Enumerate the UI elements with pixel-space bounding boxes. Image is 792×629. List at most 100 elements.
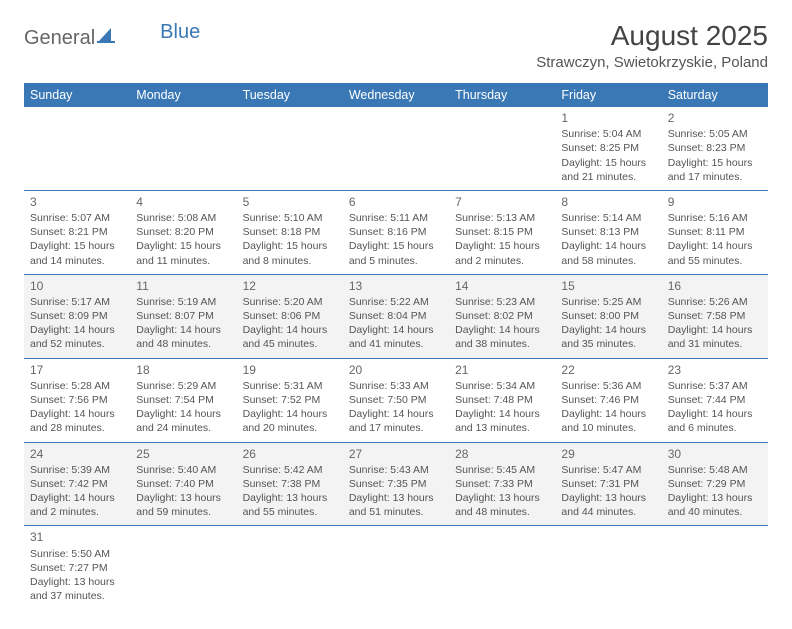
day-number: 21 — [455, 362, 549, 378]
sunset-text: Sunset: 7:44 PM — [668, 393, 762, 407]
calendar-cell — [555, 526, 661, 609]
daylight-text: Daylight: 14 hours — [30, 323, 124, 337]
calendar-cell — [343, 526, 449, 609]
calendar-cell: 22Sunrise: 5:36 AMSunset: 7:46 PMDayligh… — [555, 358, 661, 442]
sunrise-text: Sunrise: 5:29 AM — [136, 379, 230, 393]
daylight-text: and 58 minutes. — [561, 254, 655, 268]
sunrise-text: Sunrise: 5:47 AM — [561, 463, 655, 477]
day-number: 9 — [668, 194, 762, 210]
sunset-text: Sunset: 7:27 PM — [30, 561, 124, 575]
sunset-text: Sunset: 8:15 PM — [455, 225, 549, 239]
sunset-text: Sunset: 7:35 PM — [349, 477, 443, 491]
calendar-cell: 12Sunrise: 5:20 AMSunset: 8:06 PMDayligh… — [237, 274, 343, 358]
sunset-text: Sunset: 8:21 PM — [30, 225, 124, 239]
sunset-text: Sunset: 8:02 PM — [455, 309, 549, 323]
header: General Blue August 2025 Strawczyn, Swie… — [24, 20, 768, 71]
calendar-cell: 10Sunrise: 5:17 AMSunset: 8:09 PMDayligh… — [24, 274, 130, 358]
day-number: 13 — [349, 278, 443, 294]
daylight-text: Daylight: 13 hours — [561, 491, 655, 505]
day-number: 1 — [561, 110, 655, 126]
day-number: 6 — [349, 194, 443, 210]
page-title: August 2025 — [536, 20, 768, 52]
daylight-text: Daylight: 14 hours — [243, 323, 337, 337]
day-number: 22 — [561, 362, 655, 378]
sunrise-text: Sunrise: 5:37 AM — [668, 379, 762, 393]
calendar-cell: 6Sunrise: 5:11 AMSunset: 8:16 PMDaylight… — [343, 190, 449, 274]
page: General Blue August 2025 Strawczyn, Swie… — [0, 0, 792, 629]
logo-text-general: General — [24, 27, 95, 50]
day-number: 16 — [668, 278, 762, 294]
day-number: 11 — [136, 278, 230, 294]
sunset-text: Sunset: 8:23 PM — [668, 141, 762, 155]
calendar-cell: 13Sunrise: 5:22 AMSunset: 8:04 PMDayligh… — [343, 274, 449, 358]
title-block: August 2025 Strawczyn, Swietokrzyskie, P… — [536, 20, 768, 71]
daylight-text: and 20 minutes. — [243, 421, 337, 435]
sunrise-text: Sunrise: 5:45 AM — [455, 463, 549, 477]
calendar-week: 24Sunrise: 5:39 AMSunset: 7:42 PMDayligh… — [24, 442, 768, 526]
daylight-text: Daylight: 14 hours — [561, 239, 655, 253]
sunrise-text: Sunrise: 5:36 AM — [561, 379, 655, 393]
sunrise-text: Sunrise: 5:33 AM — [349, 379, 443, 393]
calendar-body: 1Sunrise: 5:04 AMSunset: 8:25 PMDaylight… — [24, 107, 768, 609]
daylight-text: and 13 minutes. — [455, 421, 549, 435]
sunrise-text: Sunrise: 5:16 AM — [668, 211, 762, 225]
daylight-text: and 37 minutes. — [30, 589, 124, 603]
daylight-text: and 51 minutes. — [349, 505, 443, 519]
day-number: 7 — [455, 194, 549, 210]
day-header: Saturday — [662, 83, 768, 107]
calendar-cell: 1Sunrise: 5:04 AMSunset: 8:25 PMDaylight… — [555, 107, 661, 190]
calendar-cell: 17Sunrise: 5:28 AMSunset: 7:56 PMDayligh… — [24, 358, 130, 442]
sunrise-text: Sunrise: 5:17 AM — [30, 295, 124, 309]
daylight-text: Daylight: 14 hours — [30, 407, 124, 421]
sunset-text: Sunset: 7:42 PM — [30, 477, 124, 491]
daylight-text: and 48 minutes. — [136, 337, 230, 351]
calendar-cell: 26Sunrise: 5:42 AMSunset: 7:38 PMDayligh… — [237, 442, 343, 526]
calendar-cell: 23Sunrise: 5:37 AMSunset: 7:44 PMDayligh… — [662, 358, 768, 442]
calendar-week: 17Sunrise: 5:28 AMSunset: 7:56 PMDayligh… — [24, 358, 768, 442]
calendar-cell: 27Sunrise: 5:43 AMSunset: 7:35 PMDayligh… — [343, 442, 449, 526]
day-number: 17 — [30, 362, 124, 378]
sunset-text: Sunset: 8:20 PM — [136, 225, 230, 239]
daylight-text: Daylight: 14 hours — [30, 491, 124, 505]
day-number: 24 — [30, 446, 124, 462]
daylight-text: and 44 minutes. — [561, 505, 655, 519]
daylight-text: Daylight: 14 hours — [349, 407, 443, 421]
daylight-text: Daylight: 14 hours — [349, 323, 443, 337]
calendar-cell — [237, 107, 343, 190]
sunrise-text: Sunrise: 5:31 AM — [243, 379, 337, 393]
daylight-text: Daylight: 14 hours — [455, 407, 549, 421]
daylight-text: and 40 minutes. — [668, 505, 762, 519]
calendar-cell: 18Sunrise: 5:29 AMSunset: 7:54 PMDayligh… — [130, 358, 236, 442]
calendar-cell: 15Sunrise: 5:25 AMSunset: 8:00 PMDayligh… — [555, 274, 661, 358]
sunset-text: Sunset: 8:07 PM — [136, 309, 230, 323]
day-header: Wednesday — [343, 83, 449, 107]
daylight-text: and 41 minutes. — [349, 337, 443, 351]
day-number: 4 — [136, 194, 230, 210]
calendar-cell: 2Sunrise: 5:05 AMSunset: 8:23 PMDaylight… — [662, 107, 768, 190]
sunset-text: Sunset: 8:25 PM — [561, 141, 655, 155]
calendar-cell — [24, 107, 130, 190]
sunrise-text: Sunrise: 5:50 AM — [30, 547, 124, 561]
day-header: Monday — [130, 83, 236, 107]
daylight-text: Daylight: 14 hours — [668, 323, 762, 337]
sunset-text: Sunset: 7:33 PM — [455, 477, 549, 491]
daylight-text: Daylight: 14 hours — [455, 323, 549, 337]
daylight-text: and 5 minutes. — [349, 254, 443, 268]
sunrise-text: Sunrise: 5:19 AM — [136, 295, 230, 309]
daylight-text: Daylight: 13 hours — [30, 575, 124, 589]
sunset-text: Sunset: 8:13 PM — [561, 225, 655, 239]
daylight-text: Daylight: 13 hours — [243, 491, 337, 505]
calendar-cell: 21Sunrise: 5:34 AMSunset: 7:48 PMDayligh… — [449, 358, 555, 442]
calendar-cell: 4Sunrise: 5:08 AMSunset: 8:20 PMDaylight… — [130, 190, 236, 274]
daylight-text: Daylight: 14 hours — [136, 323, 230, 337]
sunset-text: Sunset: 7:46 PM — [561, 393, 655, 407]
sunrise-text: Sunrise: 5:40 AM — [136, 463, 230, 477]
calendar-cell: 28Sunrise: 5:45 AMSunset: 7:33 PMDayligh… — [449, 442, 555, 526]
daylight-text: and 24 minutes. — [136, 421, 230, 435]
sunrise-text: Sunrise: 5:23 AM — [455, 295, 549, 309]
calendar-cell: 3Sunrise: 5:07 AMSunset: 8:21 PMDaylight… — [24, 190, 130, 274]
day-number: 26 — [243, 446, 337, 462]
day-number: 25 — [136, 446, 230, 462]
sunrise-text: Sunrise: 5:10 AM — [243, 211, 337, 225]
calendar-cell: 31Sunrise: 5:50 AMSunset: 7:27 PMDayligh… — [24, 526, 130, 609]
